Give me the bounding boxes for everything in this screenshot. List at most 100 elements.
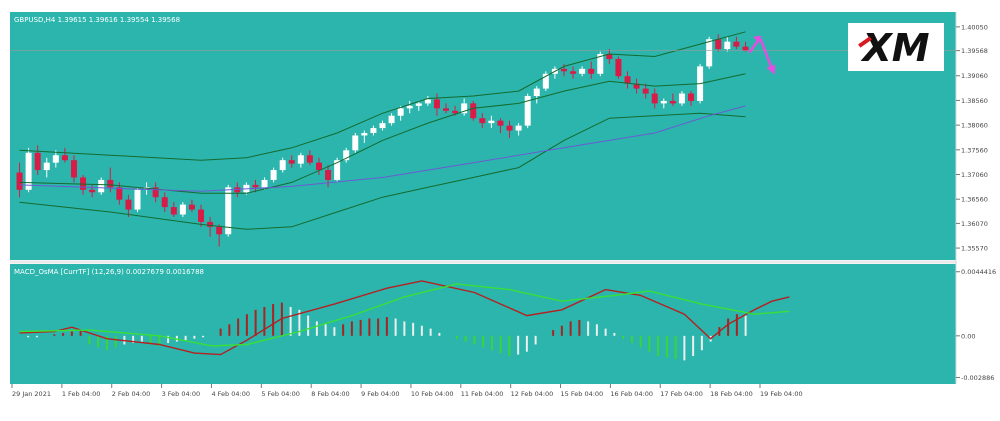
candle-body xyxy=(570,71,577,74)
candle-body xyxy=(388,115,395,124)
candle-body xyxy=(624,76,631,84)
candle-body xyxy=(542,73,549,89)
candle-body xyxy=(651,93,658,104)
candle-body xyxy=(424,99,431,104)
candle-body xyxy=(16,172,23,190)
date-tick-label: 2 Feb 04:00 xyxy=(112,390,151,398)
candle-body xyxy=(597,54,604,74)
candle-body xyxy=(325,170,332,180)
price-tick-label: 1.39060 xyxy=(961,72,988,80)
axis-layer: 1.40050 1.39568 1.39060 1.38560 1.38060 1.375… xyxy=(11,23,996,398)
candle-body xyxy=(733,41,740,47)
candle-body xyxy=(152,187,159,198)
candle-body xyxy=(724,41,731,50)
candle-body xyxy=(89,189,96,193)
date-tick-label: 18 Feb 04:00 xyxy=(710,390,753,398)
candle-body xyxy=(188,204,195,210)
candle-body xyxy=(43,162,50,171)
candle-body xyxy=(443,108,450,111)
macd-tick-label: -0.002886 xyxy=(961,374,994,382)
candle-body xyxy=(488,120,495,124)
date-tick-label: 1 Feb 04:00 xyxy=(62,390,101,398)
candle-body xyxy=(279,160,286,171)
candle-body xyxy=(334,160,341,180)
candle-body xyxy=(25,152,32,190)
date-tick-label: 9 Feb 04:00 xyxy=(361,390,400,398)
candle-body xyxy=(170,207,177,215)
candle-body xyxy=(660,100,667,104)
signal-line xyxy=(19,283,790,347)
candle-body xyxy=(433,99,440,109)
macd-tick-label: 0.0044416 xyxy=(961,268,996,276)
price-tick-label: 1.36070 xyxy=(961,220,988,228)
candle-body xyxy=(560,68,567,72)
price-tick-label: 1.35570 xyxy=(961,245,988,253)
candle-body xyxy=(678,93,685,104)
candle-body xyxy=(533,88,540,96)
xm-logo-background xyxy=(848,23,944,71)
date-tick-label: 12 Feb 04:00 xyxy=(511,390,554,398)
candle-body xyxy=(470,103,477,119)
candle-body xyxy=(134,189,141,210)
price-tick-label: 1.38060 xyxy=(961,122,988,130)
price-tick-label: 1.37560 xyxy=(961,146,988,154)
date-tick-label: 10 Feb 04:00 xyxy=(411,390,454,398)
bollinger-upper-line xyxy=(19,31,746,161)
candle-body xyxy=(742,46,749,51)
candle-body xyxy=(207,221,214,227)
date-tick-label: 19 Feb 04:00 xyxy=(760,390,803,398)
candle-body xyxy=(34,152,41,171)
candle-body xyxy=(579,68,586,74)
arrow-up-head xyxy=(753,35,762,44)
price-panel[interactable] xyxy=(10,12,956,260)
candle-body xyxy=(415,103,422,106)
candle-body xyxy=(261,179,268,188)
candle-body xyxy=(216,226,223,235)
candle-body xyxy=(198,209,205,222)
xm-logo-accent xyxy=(858,36,872,48)
date-tick-label: 11 Feb 04:00 xyxy=(461,390,504,398)
date-tick-label: 3 Feb 04:00 xyxy=(162,390,201,398)
date-tick-label: 15 Feb 04:00 xyxy=(561,390,604,398)
candle-body xyxy=(715,39,722,50)
arrow-down-head xyxy=(766,64,776,75)
candle-body xyxy=(288,160,295,164)
candle-body xyxy=(688,93,695,101)
date-tick-label: 29 Jan 2021 xyxy=(12,390,51,398)
candle-body xyxy=(606,54,613,59)
candle-body xyxy=(669,100,676,104)
xm-logo: XM xyxy=(848,23,944,71)
candle-body xyxy=(343,150,350,161)
candle-body xyxy=(615,58,622,77)
candle-body xyxy=(497,120,504,126)
candle-body xyxy=(515,125,522,131)
macd-line xyxy=(19,280,790,356)
candle-body xyxy=(452,110,459,114)
candle-body xyxy=(633,83,640,89)
bollinger-middle-line xyxy=(19,73,746,194)
candle-body xyxy=(80,177,87,190)
candle-body xyxy=(252,184,259,188)
candle-body xyxy=(706,39,713,67)
macd-panel[interactable] xyxy=(10,264,956,384)
date-tick-label: 8 Feb 04:00 xyxy=(311,390,350,398)
candle-body xyxy=(524,95,531,126)
candle-body xyxy=(370,128,377,134)
date-tick-label: 17 Feb 04:00 xyxy=(660,390,703,398)
date-tick-label: 5 Feb 04:00 xyxy=(261,390,300,398)
candle-body xyxy=(306,155,313,163)
arrow-down-segment xyxy=(759,38,773,69)
price-tick-label: 1.36560 xyxy=(961,196,988,204)
bollinger-lower-line xyxy=(19,112,746,230)
candle-body xyxy=(179,204,186,215)
candle-body xyxy=(642,88,649,94)
xm-logo-text: XM xyxy=(860,26,929,70)
candle-body xyxy=(479,118,486,124)
price-chart-title: GBPUSD,H4 1.39615 1.39616 1.39554 1.3956… xyxy=(14,16,180,24)
candle-body xyxy=(352,135,359,151)
candle-body xyxy=(297,155,304,164)
candle-body xyxy=(225,187,232,235)
date-tick-label: 4 Feb 04:00 xyxy=(211,390,250,398)
